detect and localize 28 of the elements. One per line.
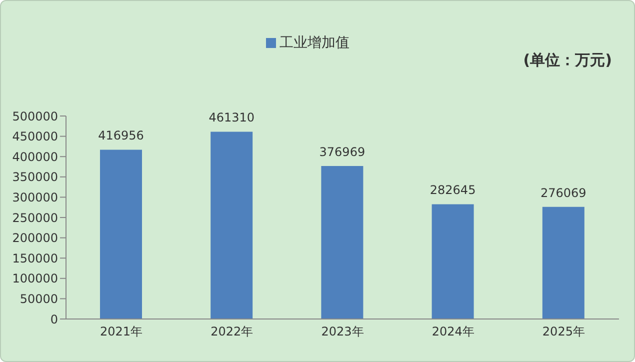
y-tick-label: 100000 (12, 272, 58, 286)
data-label: 461310 (208, 110, 255, 125)
bar (100, 150, 142, 319)
x-tick-label: 2024年 (432, 324, 474, 339)
data-label: 276069 (540, 186, 586, 200)
y-tick-label: 50000 (20, 292, 58, 306)
legend-label: 工业增加值 (280, 35, 350, 51)
y-tick-label: 0 (50, 312, 58, 326)
y-tick-label: 200000 (12, 231, 58, 246)
y-tick-label: 250000 (12, 210, 58, 225)
x-tick-label: 2022年 (210, 324, 254, 339)
y-tick-label: 500000 (12, 109, 58, 124)
data-label: 416956 (98, 128, 144, 143)
text: (单位：万元) (523, 51, 612, 70)
x-tick-label: 2023年 (321, 324, 364, 339)
y-tick-label: 350000 (12, 170, 58, 184)
data-label: 376969 (319, 144, 366, 159)
y-tick-label: 400000 (12, 150, 58, 164)
y-tick-label: 300000 (12, 190, 58, 204)
x-tick-label: 2025年 (542, 324, 585, 339)
y-tick-label: 450000 (12, 130, 58, 144)
bar (321, 166, 364, 319)
bar (210, 132, 253, 319)
x-tick-label: 2021年 (100, 324, 143, 339)
bar (542, 206, 584, 319)
bar (432, 204, 474, 319)
y-tick-label: 150000 (12, 251, 58, 266)
data-label: 282645 (430, 183, 476, 198)
